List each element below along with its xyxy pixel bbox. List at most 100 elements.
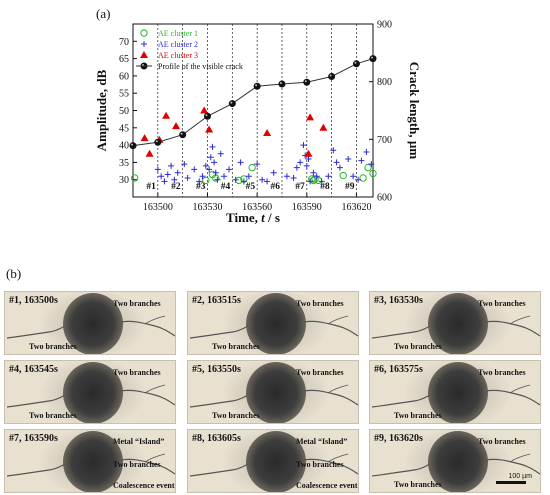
micrograph-tile: #6, 163575s Two branches Two branches xyxy=(369,360,541,424)
micrograph-tile: #1, 163500s Two branches Two branches xyxy=(4,291,176,355)
micrograph-tile: #4, 163545s Two branches Two branches xyxy=(4,360,176,424)
series-4-point-highlight xyxy=(230,101,233,104)
series-4-point xyxy=(369,55,377,63)
series-1-point xyxy=(364,163,372,172)
tile-label: #7, 163590s xyxy=(9,433,58,444)
tile-annotation: Coalescence event xyxy=(296,481,358,490)
series-4-point xyxy=(352,60,360,68)
series-3-point xyxy=(162,111,171,119)
series-1-point xyxy=(202,176,210,185)
series-2-point xyxy=(226,166,232,173)
tile-label: #5, 163550s xyxy=(192,364,241,375)
tile-annotation: Two branches xyxy=(113,460,161,469)
tile-annotation: Two branches xyxy=(113,299,161,308)
series-2-point xyxy=(196,178,203,185)
event-label: #3 xyxy=(196,182,206,192)
series-2-point xyxy=(184,174,191,181)
x-axis-title: Time, t / s xyxy=(226,210,280,225)
tile-annotation: Two branches xyxy=(29,342,77,351)
series-2-point xyxy=(211,159,218,166)
tile-annotation: Two branches xyxy=(113,368,161,377)
micrograph-image xyxy=(370,361,540,423)
micrograph-tile: #5, 163550s Two branches Two branches xyxy=(187,360,359,424)
micrograph-tile: #9, 163620s Two branches Two branches 100 µ… xyxy=(369,429,541,493)
series-1-point xyxy=(369,169,377,178)
series-2-point xyxy=(293,164,300,171)
micrograph-tile: #7, 163590s Metal “Island” Two branches Coa… xyxy=(4,429,176,493)
series-4-point xyxy=(328,72,336,80)
series-4-point xyxy=(203,112,211,120)
y-left-tick-label: 65 xyxy=(119,54,129,65)
series-2-point xyxy=(330,147,337,154)
series-1-point xyxy=(359,174,367,182)
series-3-point xyxy=(140,134,149,142)
micrograph-image xyxy=(370,292,540,354)
series-2-point xyxy=(264,178,271,185)
scale-bar xyxy=(496,481,526,484)
tile-annotation: Two branches xyxy=(212,342,260,351)
series-2-point xyxy=(283,173,290,180)
tile-annotation: Two branches xyxy=(296,299,344,308)
series-4-point-highlight xyxy=(304,80,307,83)
series-4-point-highlight xyxy=(155,140,158,143)
series-2-point xyxy=(355,176,362,183)
event-label: #7 xyxy=(295,182,305,192)
series-4-point-highlight xyxy=(180,132,183,135)
tile-annotation: Two branches xyxy=(394,411,442,420)
tile-annotation: Metal “Island” xyxy=(296,437,348,446)
series-2-point xyxy=(245,173,252,180)
series-2-point xyxy=(300,142,307,149)
tile-annotation: Metal “Island” xyxy=(113,437,165,446)
series-2-point xyxy=(345,155,352,162)
y-left-axis-title: Amplitude, dB xyxy=(94,69,109,151)
scale-bar-label: 100 µm xyxy=(508,473,533,480)
series-2-point xyxy=(290,174,297,181)
micrograph-image xyxy=(5,430,175,492)
series-4-point xyxy=(154,138,162,146)
series-3-point xyxy=(200,106,209,114)
series-2-point xyxy=(191,166,198,173)
series-2-point xyxy=(207,154,214,161)
x-tick-label: 163620 xyxy=(341,202,371,213)
legend-label-4: Profile of the visible crack xyxy=(158,62,243,71)
series-2-point xyxy=(240,178,247,185)
series-3-point xyxy=(304,149,313,157)
series-1-point xyxy=(339,171,347,180)
series-2-point xyxy=(254,161,261,168)
series-2-point xyxy=(232,176,239,183)
series-2-point xyxy=(313,173,320,180)
event-label: #6 xyxy=(270,182,280,192)
series-2-point xyxy=(310,169,317,176)
series-2-point xyxy=(325,173,332,180)
y-left-tick-label: 50 xyxy=(119,106,129,117)
series-2-point xyxy=(368,161,375,168)
series-2-point xyxy=(297,159,304,166)
series-4-point-highlight xyxy=(354,61,357,64)
legend-label-1: AE cluster 1 xyxy=(158,29,198,38)
tile-label: #6, 163575s xyxy=(374,364,423,375)
series-2-point xyxy=(154,166,161,173)
series-3-point xyxy=(263,128,272,136)
series-2-point xyxy=(305,155,312,162)
y-right-tick-label: 900 xyxy=(377,20,392,31)
y-right-axis-title: Crack length, µm xyxy=(407,62,422,160)
tile-label: #1, 163500s xyxy=(9,295,58,306)
micrograph-tile: #2, 163515s Two branches Two branches xyxy=(187,291,359,355)
series-3-point xyxy=(205,125,214,133)
event-label: #2 xyxy=(171,182,181,192)
x-tick-label: 163590 xyxy=(292,202,322,213)
series-2-point xyxy=(174,169,181,176)
series-1-point xyxy=(130,174,139,182)
y-left-tick-label: 60 xyxy=(119,71,129,82)
series-2-point xyxy=(336,164,343,171)
event-label: #9 xyxy=(345,182,355,192)
micrograph-image xyxy=(188,361,358,423)
series-2-point xyxy=(350,173,357,180)
tile-label: #4, 163545s xyxy=(9,364,58,375)
series-2-point xyxy=(168,162,175,169)
tile-label: #8, 163605s xyxy=(192,433,241,444)
series-2-point xyxy=(217,150,224,157)
series-2-point xyxy=(237,159,244,166)
micrograph-tile: #3, 163530s Two branches Two branches xyxy=(369,291,541,355)
